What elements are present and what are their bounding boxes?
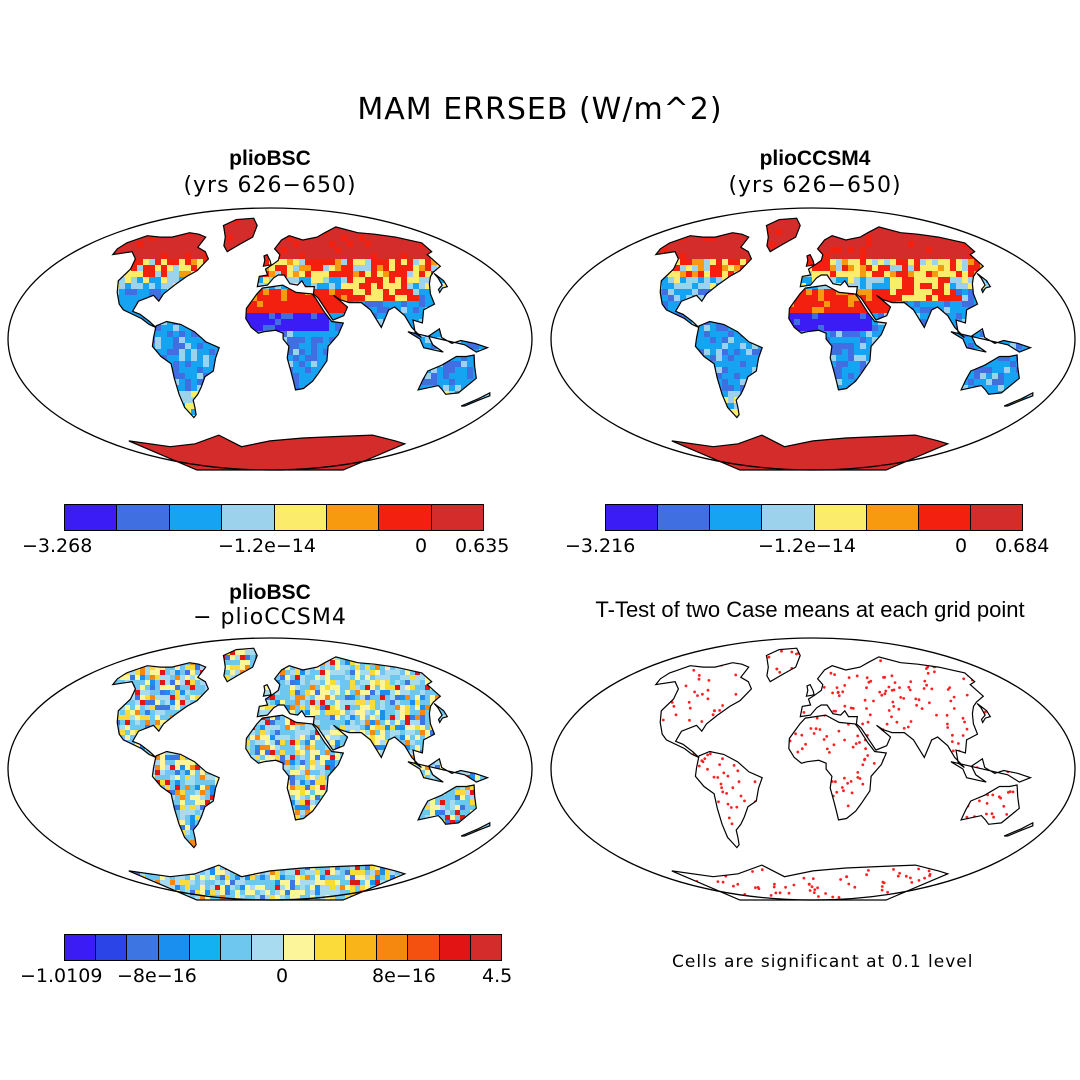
colorbar-swatch xyxy=(158,935,190,960)
colorbar-difference-label-1: −1.0109 xyxy=(20,965,103,987)
colorbar-pliomccsm4-max-label: 0.684 xyxy=(995,535,1050,557)
colorbar-swatch xyxy=(221,935,253,960)
colorbar-swatch xyxy=(345,935,378,960)
panel2-subtitle: (yrs 626−650) xyxy=(728,173,902,198)
panel2-title: plioCCSM4 xyxy=(759,147,871,170)
colorbar-swatch xyxy=(65,935,97,960)
colorbar-swatch xyxy=(117,505,170,530)
colorbar-swatch xyxy=(710,505,763,530)
colorbar-pliomccsm4 xyxy=(605,504,1023,531)
panel1-subtitle: (yrs 626−650) xyxy=(183,173,357,198)
colorbar-difference-label-2: −8e−16 xyxy=(117,965,197,987)
colorbar-swatch xyxy=(918,505,971,530)
colorbar-swatch xyxy=(127,935,159,960)
colorbar-swatch xyxy=(222,505,275,530)
colorbar-swatch xyxy=(377,935,409,960)
colorbar-difference-label-3: 0 xyxy=(276,965,289,987)
colorbar-pliobsc-mid-label: −1.2e−14 xyxy=(218,535,316,557)
map-difference xyxy=(7,637,533,901)
colorbar-swatch xyxy=(252,935,284,960)
colorbar-swatch xyxy=(379,505,432,530)
colorbar-swatch xyxy=(439,935,471,960)
colorbar-swatch xyxy=(408,935,440,960)
colorbar-swatch xyxy=(314,935,346,960)
colorbar-pliomccsm4-min-label: −3.216 xyxy=(565,535,636,557)
panel3-subtitle: − plioCCSM4 xyxy=(193,605,347,630)
colorbar-swatch xyxy=(970,505,1022,530)
colorbar-pliobsc-zero-label: 0 xyxy=(415,535,428,557)
colorbar-swatch xyxy=(169,505,223,530)
colorbar-swatch xyxy=(606,505,659,530)
colorbar-pliomccsm4-zero-label: 0 xyxy=(955,535,968,557)
colorbar-swatch xyxy=(470,935,502,960)
colorbar-difference-label-4: 8e−16 xyxy=(372,965,436,987)
colorbar-pliobsc xyxy=(64,504,484,531)
colorbar-pliobsc-min-label: −3.268 xyxy=(22,535,93,557)
figure-title: MAM ERRSEB (W/m^2) xyxy=(357,92,723,127)
significance-note: Cells are significant at 0.1 level xyxy=(672,952,974,972)
colorbar-difference-label-5: 4.5 xyxy=(482,965,513,987)
map-pliomccsm4 xyxy=(550,207,1076,471)
colorbar-swatch xyxy=(96,935,128,960)
colorbar-swatch xyxy=(189,935,222,960)
colorbar-swatch xyxy=(814,505,867,530)
colorbar-swatch xyxy=(326,505,380,530)
panel3-title: plioBSC xyxy=(229,581,311,604)
colorbar-swatch xyxy=(866,505,919,530)
map-pliobsc xyxy=(7,207,533,471)
map-ttest xyxy=(550,637,1076,901)
colorbar-pliobsc-max-label: 0.635 xyxy=(455,535,510,557)
colorbar-swatch xyxy=(65,505,118,530)
colorbar-swatch xyxy=(762,505,815,530)
colorbar-swatch xyxy=(658,505,711,530)
panel4-title: T-Test of two Case means at each grid po… xyxy=(595,597,1025,622)
colorbar-pliomccsm4-mid-label: −1.2e−14 xyxy=(758,535,856,557)
colorbar-swatch xyxy=(431,505,483,530)
colorbar-difference xyxy=(64,934,502,961)
colorbar-swatch xyxy=(283,935,315,960)
colorbar-swatch xyxy=(274,505,327,530)
panel1-title: plioBSC xyxy=(229,147,311,170)
